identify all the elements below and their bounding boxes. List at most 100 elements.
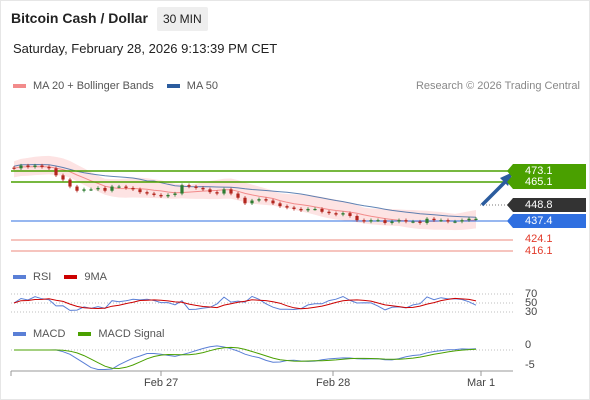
candle-body [208, 189, 212, 193]
legend-label-macd-signal: MACD Signal [98, 328, 165, 340]
candle-body [26, 165, 30, 167]
candle-body [215, 192, 219, 194]
candlesticks [12, 163, 478, 225]
x-label-feb27: Feb 27 [144, 377, 179, 389]
candle-body [19, 165, 23, 169]
candle-body [355, 215, 359, 221]
ma50-line [13, 163, 477, 218]
candle-body [292, 207, 296, 209]
candle-body [390, 221, 394, 223]
tag-resistance-1: 473.1 [507, 164, 586, 178]
main-legend: MA 20 + Bollinger Bands MA 50 [13, 80, 231, 92]
candle-body [320, 208, 324, 212]
legend-swatch-ma20 [13, 84, 26, 88]
candle-body [250, 200, 254, 204]
legend-swatch-rsi [13, 275, 26, 279]
candle-body [264, 199, 268, 201]
legend-swatch-macd [13, 332, 26, 336]
tag-resistance-2: 465.1 [507, 175, 586, 189]
legend-label-macd: MACD [33, 328, 66, 340]
candle-body [278, 203, 282, 207]
candle-body [124, 186, 128, 188]
candle-body [201, 187, 205, 190]
candle-body [299, 208, 303, 211]
rsi-tick-70: 70 [525, 288, 538, 300]
candle-body [285, 206, 289, 208]
candle-body [411, 221, 415, 223]
candle-body [110, 186, 114, 191]
legend-label-rsi-ma: 9MA [84, 271, 107, 283]
candle-body [257, 199, 261, 201]
legend-label-rsi: RSI [33, 271, 52, 283]
candle-body [236, 193, 240, 198]
rsi-ma-line [13, 297, 477, 310]
interval-selector[interactable]: 30 MIN [157, 7, 208, 31]
copyright-text: Research © 2026 Trading Central [415, 80, 580, 92]
candle-body [453, 221, 457, 223]
candle-body [68, 179, 72, 187]
candle-body [40, 165, 44, 167]
tag-pivot: 437.4 [507, 214, 586, 228]
candle-body [397, 220, 401, 222]
macd-legend: MACD MACD Signal [13, 328, 177, 340]
candle-body [341, 213, 345, 215]
chart-datetime: Saturday, February 28, 2026 9:13:39 PM C… [13, 41, 278, 56]
candle-body [243, 197, 247, 204]
candle-body [159, 194, 163, 197]
candle-body [145, 192, 149, 194]
macd-line [14, 345, 477, 370]
candle-body [194, 186, 198, 188]
candle-body [117, 186, 121, 188]
candle-body [271, 200, 275, 204]
candle-body [89, 189, 93, 191]
candle-body [362, 220, 366, 222]
candle-body [187, 185, 191, 187]
candle-body [306, 208, 310, 211]
candle-body [103, 187, 107, 191]
candle-body [96, 187, 100, 190]
rsi-line [13, 295, 477, 311]
candle-body [75, 186, 79, 191]
candle-body [348, 213, 352, 216]
candle-body [467, 218, 471, 221]
candle-body [138, 189, 142, 193]
candle-body [152, 193, 156, 195]
candle-body [376, 220, 380, 222]
candle-body [383, 220, 387, 223]
candle-body [369, 220, 373, 222]
candle-body [47, 166, 51, 169]
macd-signal-line [14, 346, 477, 370]
candle-body [61, 175, 65, 180]
legend-swatch-rsi-ma [64, 275, 78, 279]
candle-body [418, 221, 422, 223]
macd-tick-0: 0 [525, 339, 532, 351]
tag-support-1: 424.1 [525, 233, 553, 245]
candle-body [404, 220, 408, 222]
candle-body [173, 193, 177, 195]
candle-body [222, 189, 226, 194]
rsi-tick-50: 50 [525, 297, 538, 309]
candle-body [180, 185, 184, 194]
candle-body [12, 167, 16, 169]
legend-swatch-macd-signal [78, 332, 92, 336]
candle-body [327, 211, 331, 214]
candle-body [439, 220, 443, 222]
candle-body [229, 189, 233, 194]
candle-body [33, 165, 37, 167]
macd-tick-neg5: -5 [525, 359, 535, 371]
candle-body [166, 194, 170, 197]
x-label-mar1: Mar 1 [467, 377, 496, 389]
candle-body [54, 168, 58, 176]
candle-body [131, 187, 135, 190]
rsi-legend: RSI 9MA [13, 271, 120, 283]
candle-body [432, 218, 436, 221]
legend-label-ma20: MA 20 + Bollinger Bands [33, 80, 154, 92]
tag-current-price: 448.8 [507, 198, 586, 212]
legend-swatch-ma50 [166, 84, 180, 88]
candle-body [425, 218, 429, 223]
rsi-tick-30: 30 [525, 306, 538, 318]
x-label-feb28: Feb 28 [316, 377, 351, 389]
instrument-title: Bitcoin Cash / Dollar [11, 10, 148, 26]
candle-body [474, 218, 478, 220]
